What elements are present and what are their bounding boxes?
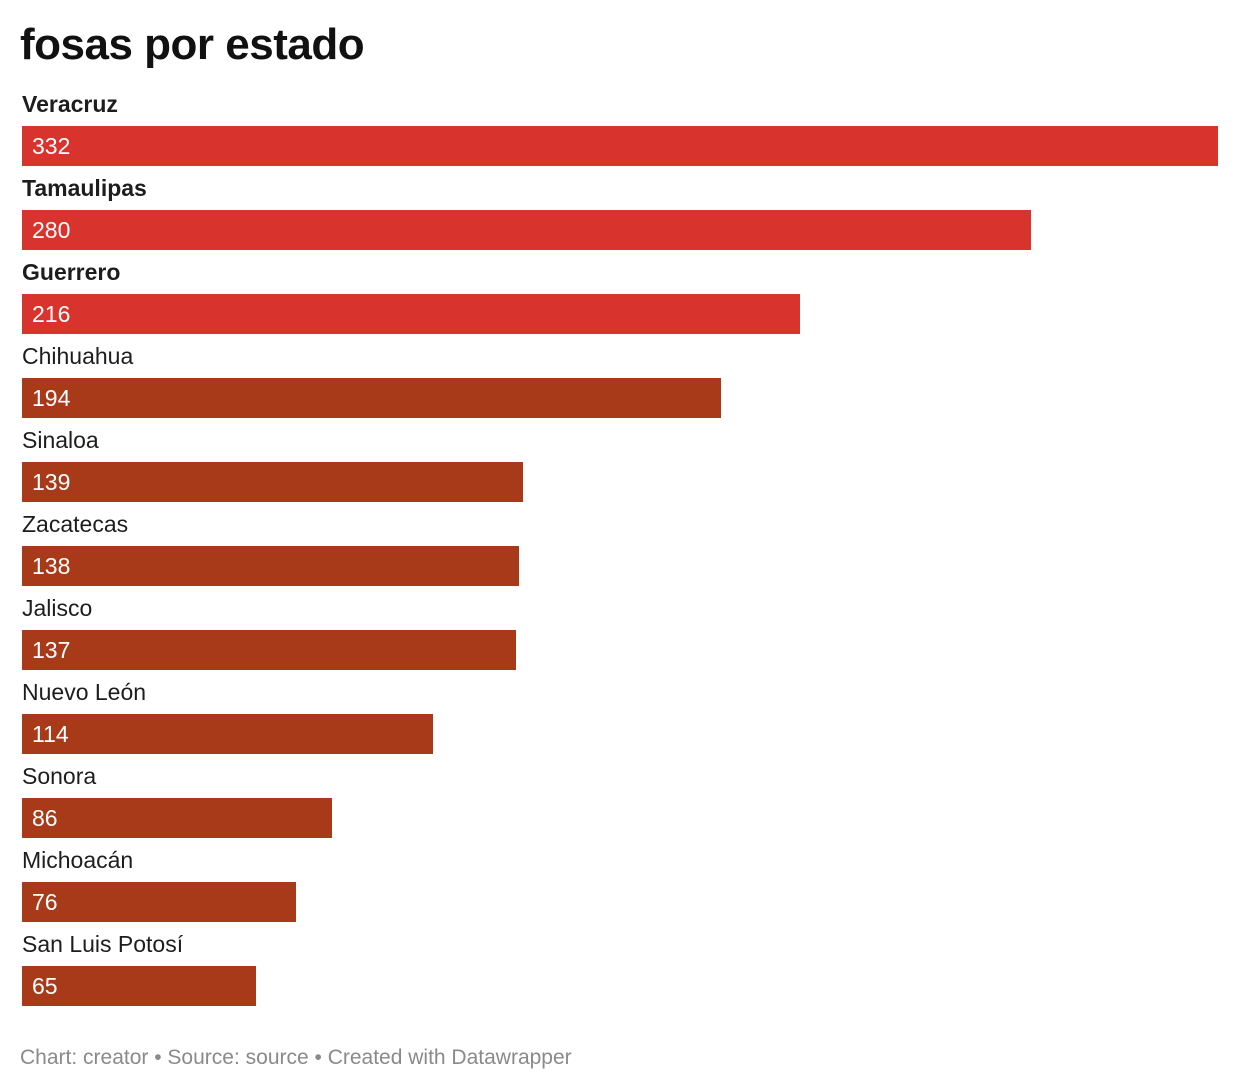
category-label: San Luis Potosí: [22, 931, 184, 957]
bar-value-label: 280: [32, 217, 71, 243]
bar: 114: [22, 714, 433, 754]
bar-value-label: 216: [32, 301, 71, 327]
category-label: Tamaulipas: [22, 175, 147, 201]
footer-chart-creator: creator: [83, 1046, 149, 1069]
bar: 76: [22, 882, 296, 922]
footer-created-with: Created with Datawrapper: [327, 1046, 572, 1069]
footer-separator: •: [308, 1046, 328, 1069]
bar-value-label: 114: [32, 721, 69, 747]
category-label: Zacatecas: [22, 511, 129, 537]
chart-footer: Chart: creator • Source: source • Create…: [20, 1044, 572, 1072]
bar: 194: [22, 378, 721, 418]
category-label: Jalisco: [22, 595, 93, 621]
chart-title: fosas por estado: [20, 20, 365, 69]
bar: 216: [22, 294, 800, 334]
category-label: Michoacán: [22, 847, 134, 873]
bar-chart: Veracruz 332 Tamaulipas 280 Guerrero 216 Chihu…: [22, 91, 1218, 1006]
bar-value-label: 76: [32, 889, 58, 915]
footer-source: source: [245, 1046, 309, 1069]
bar-value-label: 137: [32, 637, 71, 663]
category-label: Sonora: [22, 763, 97, 789]
bar: 332: [22, 126, 1218, 166]
bar: 280: [22, 210, 1031, 250]
footer-source-prefix: Source:: [167, 1046, 246, 1069]
bar-value-label: 138: [32, 553, 71, 579]
category-label: Nuevo León: [22, 679, 147, 705]
bar-value-label: 332: [32, 133, 71, 159]
bar: 65: [22, 966, 256, 1006]
category-label: Guerrero: [22, 259, 121, 285]
footer-separator: •: [148, 1046, 168, 1069]
bar-value-label: 194: [32, 385, 71, 411]
bar: 138: [22, 546, 519, 586]
footer-chart-prefix: Chart:: [20, 1046, 84, 1069]
bar-value-label: 65: [32, 973, 58, 999]
category-label: Chihuahua: [22, 343, 134, 369]
category-label: Sinaloa: [22, 427, 99, 453]
bar-value-label: 86: [32, 805, 58, 831]
bar: 139: [22, 462, 523, 502]
bar: 137: [22, 630, 516, 670]
bar: 86: [22, 798, 332, 838]
bar-value-label: 139: [32, 469, 71, 495]
category-label: Veracruz: [22, 91, 118, 117]
